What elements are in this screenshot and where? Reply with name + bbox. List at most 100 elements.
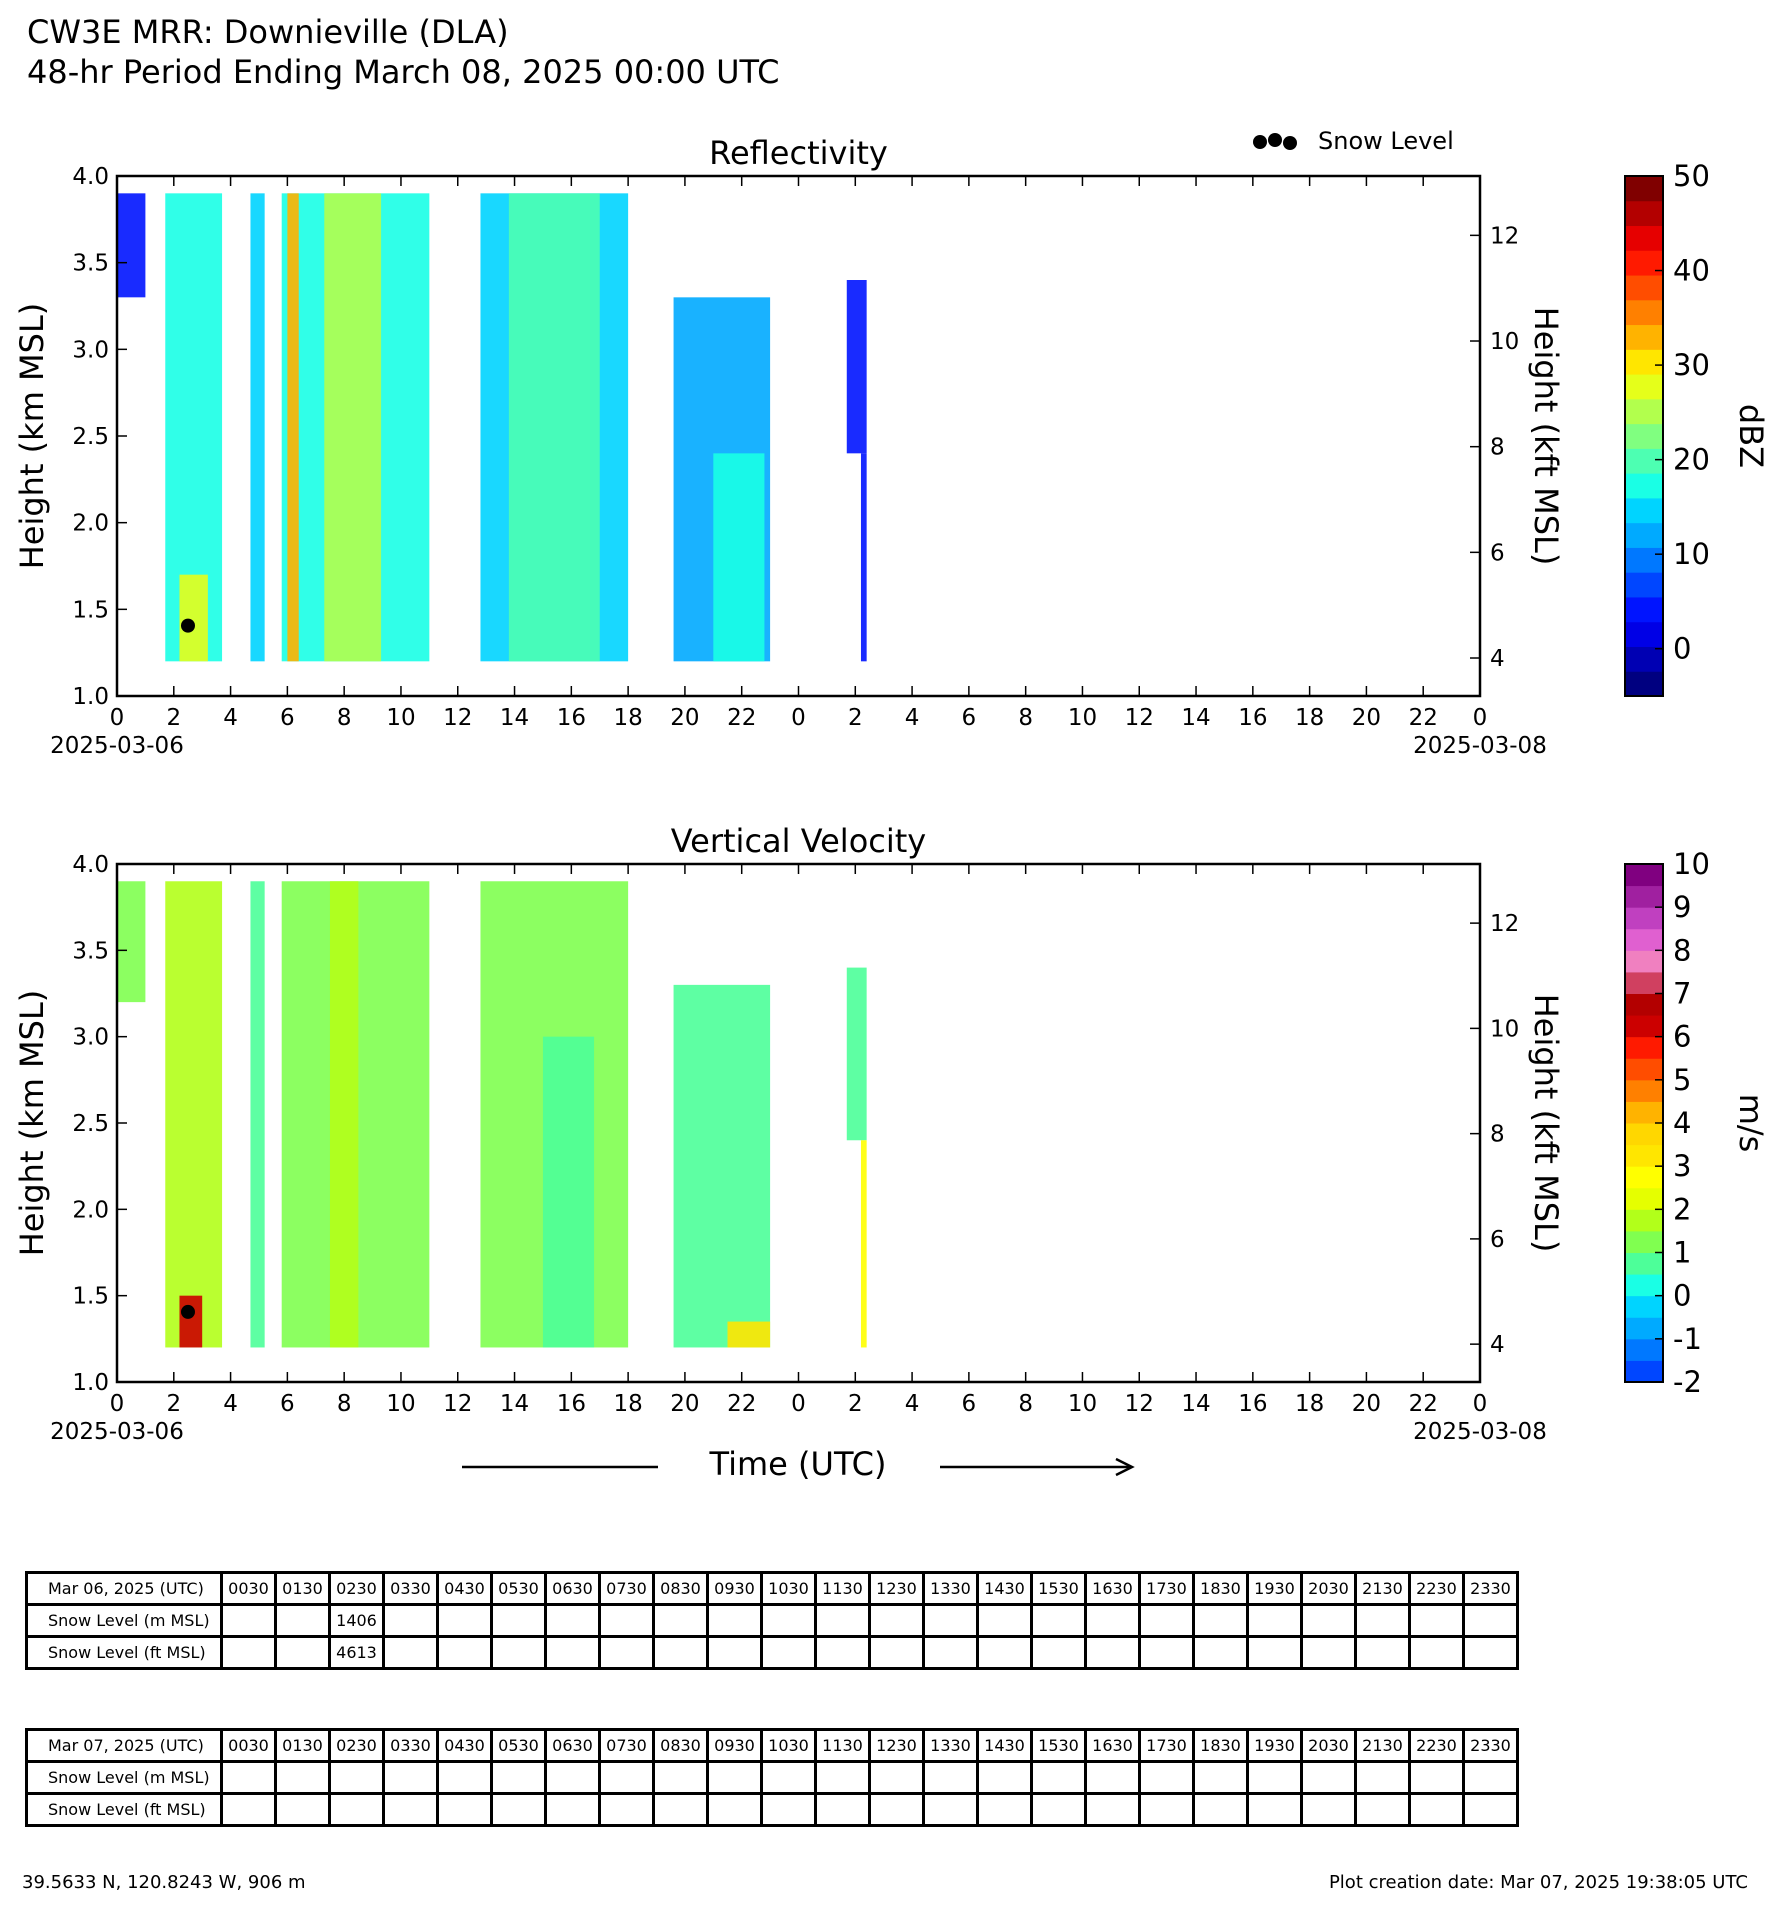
echo-band xyxy=(287,193,299,662)
table-cell xyxy=(1354,1603,1411,1638)
colorbar-segment xyxy=(1625,885,1663,908)
x-tick-label: 6 xyxy=(280,1391,295,1417)
table-time-header: 1930 xyxy=(1246,1728,1303,1763)
echo-band xyxy=(673,984,771,1348)
table-cell xyxy=(220,1635,277,1670)
x-tick-label: 20 xyxy=(1352,1391,1381,1417)
table-time-header: 1630 xyxy=(1084,1571,1141,1606)
table-cell xyxy=(760,1635,817,1670)
colorbar-segment xyxy=(1625,928,1663,951)
x-tick-label: 20 xyxy=(670,705,699,731)
y-tick-label: 2.5 xyxy=(72,1111,109,1137)
y-tick-label: 1.0 xyxy=(72,684,109,710)
colorbar-segment xyxy=(1625,423,1663,449)
y-tick-label: 1.5 xyxy=(72,597,109,623)
x-start-date: 2025-03-06 xyxy=(50,1419,184,1445)
table-time-header: 0630 xyxy=(544,1571,601,1606)
table-cell xyxy=(220,1792,277,1827)
y-axis-label: Height (km MSL) xyxy=(13,303,51,570)
table-time-header: 0030 xyxy=(220,1571,277,1606)
colorbar-tick-label: 8 xyxy=(1673,933,1691,967)
plot-creation-date: Plot creation date: Mar 07, 2025 19:38:0… xyxy=(1328,1872,1748,1893)
table-row-label: Snow Level (m MSL) xyxy=(25,1603,223,1638)
x-tick-label: 8 xyxy=(1018,1391,1033,1417)
y2-tick-label: 12 xyxy=(1490,911,1519,937)
table-cell xyxy=(436,1760,493,1795)
x-tick-label: 22 xyxy=(1409,705,1438,731)
table-cell xyxy=(868,1603,925,1638)
table-cell xyxy=(220,1603,277,1638)
table-time-header: 0130 xyxy=(274,1571,331,1606)
table-time-header: 0230 xyxy=(328,1571,385,1606)
table-cell xyxy=(274,1603,331,1638)
echo-band xyxy=(165,881,223,1348)
y-tick-label: 1.0 xyxy=(72,1370,109,1396)
x-tick-label: 4 xyxy=(223,705,238,731)
table-cell xyxy=(598,1603,655,1638)
x-tick-label: 0 xyxy=(791,705,806,731)
table-time-header: 1730 xyxy=(1138,1571,1195,1606)
table-time-header: 1830 xyxy=(1192,1728,1249,1763)
y-tick-label: 3.5 xyxy=(72,938,109,964)
table-cell xyxy=(706,1792,763,1827)
table-cell xyxy=(922,1635,979,1670)
table-cell xyxy=(1246,1792,1303,1827)
table-cell xyxy=(868,1635,925,1670)
colorbar-segment xyxy=(1625,596,1663,623)
y2-tick-label: 4 xyxy=(1490,1332,1505,1358)
legend-marker xyxy=(1253,135,1267,149)
y2-tick-label: 10 xyxy=(1490,329,1519,355)
table-cell xyxy=(1192,1635,1249,1670)
y2-axis-label: Height (kft MSL) xyxy=(1527,307,1565,566)
x-tick-label: 0 xyxy=(110,705,125,731)
table-time-header: 1430 xyxy=(976,1571,1033,1606)
x-tick-label: 22 xyxy=(727,705,756,731)
table-row: Snow Level (m MSL) xyxy=(25,1760,1519,1795)
table-time-header: 0630 xyxy=(544,1728,601,1763)
table-time-header: 2130 xyxy=(1354,1571,1411,1606)
table-cell xyxy=(544,1635,601,1670)
page-subtitle: 48-hr Period Ending March 08, 2025 00:00… xyxy=(27,53,780,91)
table-cell xyxy=(1084,1792,1141,1827)
colorbar-tick-label: 2 xyxy=(1673,1192,1691,1226)
y2-tick-label: 12 xyxy=(1490,223,1519,249)
table-cell xyxy=(706,1760,763,1795)
table-row: Snow Level (m MSL) 1406 xyxy=(25,1603,1519,1638)
colorbar-segment xyxy=(1625,1015,1663,1038)
table-cell xyxy=(382,1603,439,1638)
colorbar-tick-label: -2 xyxy=(1673,1365,1702,1399)
x-tick-label: 0 xyxy=(110,1391,125,1417)
echo-band xyxy=(508,193,600,662)
table-cell xyxy=(1300,1603,1357,1638)
x-tick-label: 16 xyxy=(557,705,586,731)
table-cell xyxy=(598,1760,655,1795)
x-tick-label: 8 xyxy=(337,705,352,731)
table-cell xyxy=(1246,1603,1303,1638)
x-tick-label: 2 xyxy=(848,705,863,731)
table-time-header: 2330 xyxy=(1462,1571,1519,1606)
table-cell xyxy=(1084,1603,1141,1638)
colorbar-segment xyxy=(1625,1144,1663,1167)
table-time-header: 1530 xyxy=(1030,1571,1087,1606)
table-cell xyxy=(382,1760,439,1795)
table-time-header: 1930 xyxy=(1246,1571,1303,1606)
table-time-header: 0030 xyxy=(220,1728,277,1763)
colorbar-segment xyxy=(1625,398,1663,425)
colorbar-tick-label: 30 xyxy=(1673,348,1710,382)
table-cell xyxy=(1408,1635,1465,1670)
x-tick-label: 18 xyxy=(613,705,642,731)
y-axis-label: Height (km MSL) xyxy=(13,990,51,1257)
colorbar-tick-label: 10 xyxy=(1673,537,1710,571)
y-tick-label: 3.0 xyxy=(72,337,109,363)
colorbar-label: dBZ xyxy=(1732,404,1770,468)
table-cell xyxy=(814,1603,871,1638)
table-time-header: 0330 xyxy=(382,1571,439,1606)
table-cell xyxy=(922,1792,979,1827)
x-tick-label: 10 xyxy=(386,705,415,731)
echo-band xyxy=(117,881,146,1003)
page-title: CW3E MRR: Downieville (DLA) xyxy=(27,13,509,51)
x-tick-label: 18 xyxy=(1295,705,1324,731)
x-tick-label: 4 xyxy=(905,705,920,731)
x-end-date: 2025-03-08 xyxy=(1413,1419,1547,1445)
colorbar-segment xyxy=(1625,547,1663,573)
